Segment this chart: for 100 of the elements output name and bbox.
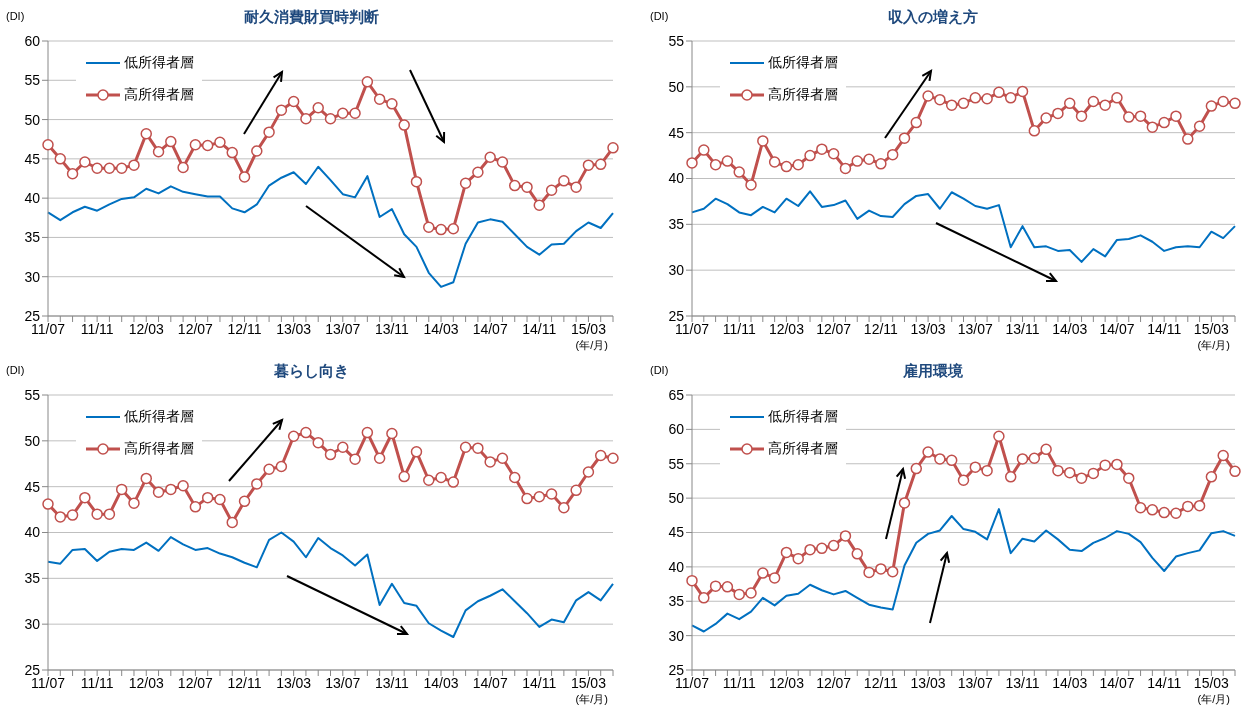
point — [484, 151, 496, 164]
point — [214, 493, 226, 506]
point — [435, 471, 447, 484]
x-tick-label: 14/11 — [522, 320, 557, 337]
point — [103, 508, 116, 520]
point — [1229, 97, 1241, 110]
point — [686, 574, 698, 587]
y-tick-label: 60 — [668, 421, 685, 438]
point — [875, 563, 887, 575]
x-tick-label: 15/03 — [570, 320, 607, 337]
point — [1075, 110, 1088, 122]
legend-label: 低所得者層 — [124, 408, 194, 426]
x-tick-label: 11/11 — [722, 674, 756, 691]
point — [459, 177, 472, 189]
point — [373, 93, 386, 105]
point — [1193, 499, 1206, 512]
point — [337, 441, 349, 453]
point — [945, 99, 958, 111]
point — [863, 566, 875, 579]
x-tick-label: 11/11 — [80, 674, 114, 691]
point — [898, 497, 911, 509]
point — [324, 113, 337, 125]
y-tick-label: 55 — [24, 72, 41, 89]
point — [472, 166, 484, 178]
point — [709, 159, 722, 171]
y-tick-label: 35 — [668, 593, 685, 610]
x-tick-label: 13/11 — [374, 320, 410, 337]
y-axis-title: (DI) — [650, 364, 669, 376]
point — [981, 464, 993, 477]
point — [251, 478, 263, 490]
point — [349, 107, 361, 120]
x-tick-label: 14/07 — [1099, 674, 1135, 691]
point — [1111, 92, 1123, 104]
x-tick-label: 15/03 — [1193, 320, 1230, 337]
point — [875, 158, 887, 170]
chart-title: 収入の増え方 — [888, 8, 978, 25]
line-series — [47, 531, 614, 638]
point — [709, 580, 722, 592]
point — [1052, 464, 1064, 477]
point — [201, 139, 214, 152]
point — [177, 480, 189, 492]
legend-label: 低所得者層 — [768, 408, 838, 426]
x-tick-label: 13/07 — [957, 320, 994, 337]
point — [594, 158, 607, 171]
point — [201, 491, 214, 504]
point — [103, 162, 116, 175]
point — [922, 90, 934, 102]
point — [508, 179, 521, 192]
point — [128, 159, 140, 171]
y-tick-label: 45 — [24, 478, 41, 495]
point — [1004, 471, 1017, 483]
x-tick-label: 11/11 — [80, 320, 114, 337]
point — [981, 93, 993, 105]
point — [1205, 471, 1218, 483]
point — [1217, 449, 1229, 462]
point — [214, 136, 226, 149]
point — [1158, 506, 1170, 519]
point — [780, 546, 793, 559]
point — [238, 171, 251, 183]
point — [361, 76, 374, 88]
point — [1004, 92, 1017, 104]
point — [1075, 472, 1088, 484]
point — [275, 460, 288, 473]
y-tick-label: 40 — [24, 524, 41, 541]
y-tick-label: 45 — [668, 124, 685, 141]
point — [733, 588, 745, 601]
y-tick-label: 30 — [668, 262, 685, 279]
x-tick-label: 14/07 — [472, 674, 508, 691]
point — [1040, 112, 1052, 124]
point — [757, 567, 769, 579]
point — [177, 161, 189, 174]
point — [969, 461, 982, 473]
point — [570, 484, 582, 497]
x-tick-label: 12/03 — [128, 320, 164, 337]
x-tick-label: 12/07 — [177, 320, 214, 337]
point — [898, 132, 911, 144]
point — [839, 530, 852, 542]
point — [361, 426, 374, 439]
point — [508, 471, 521, 484]
y-axis-title: (DI) — [650, 10, 669, 22]
point — [698, 592, 710, 604]
x-tick-label: 14/03 — [423, 320, 459, 337]
point — [54, 153, 67, 165]
point — [780, 160, 793, 173]
point — [152, 486, 165, 498]
y-tick-label: 30 — [24, 268, 41, 285]
x-tick-label: 12/03 — [768, 320, 805, 337]
point — [1182, 133, 1194, 145]
point — [1028, 452, 1041, 464]
point — [521, 492, 533, 505]
point — [993, 86, 1005, 99]
point — [1087, 95, 1100, 108]
point — [459, 441, 472, 453]
x-axis-title: (年/月) — [575, 338, 608, 353]
x-tick-label: 13/11 — [374, 674, 410, 691]
x-tick-label: 13/07 — [325, 674, 361, 691]
point — [863, 153, 875, 165]
y-tick-label: 55 — [668, 32, 685, 49]
point — [839, 162, 852, 175]
chart-title: 暮らし向き — [273, 362, 349, 379]
